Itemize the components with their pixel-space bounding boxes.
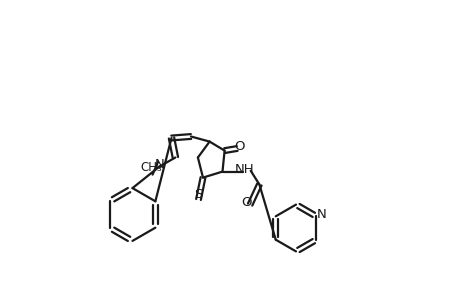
- Text: S: S: [194, 188, 202, 201]
- Text: NH: NH: [234, 163, 254, 176]
- Text: N: N: [316, 208, 326, 221]
- Text: N: N: [154, 158, 164, 171]
- Text: O: O: [234, 140, 244, 153]
- Text: O: O: [241, 196, 251, 209]
- Text: CH₃: CH₃: [140, 160, 162, 174]
